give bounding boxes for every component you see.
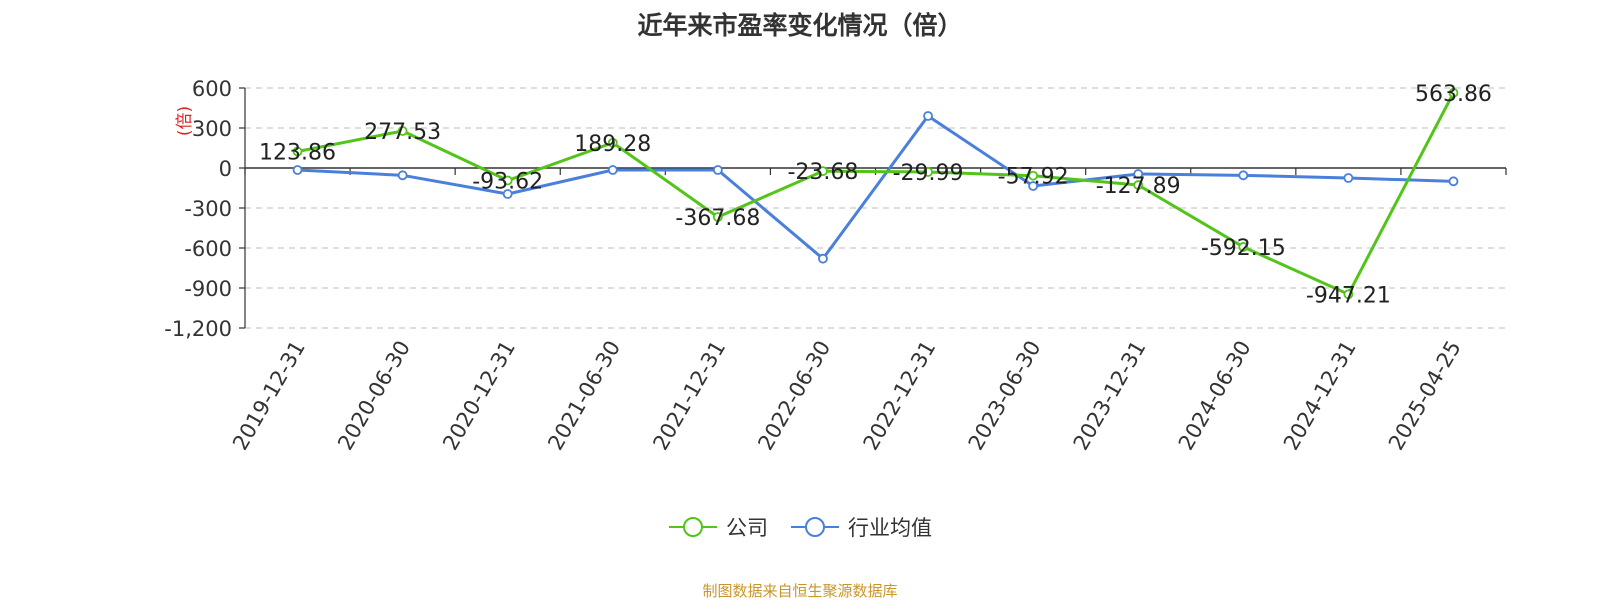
data-point[interactable] [1448,87,1459,98]
y-tick-label: 600 [192,77,232,101]
x-tick-label: 2021-06-30 [543,337,625,455]
data-point[interactable] [1133,180,1144,190]
legend: 公司 行业均值 [0,512,1600,542]
data-point[interactable] [818,253,828,264]
x-tick-label: 2021-12-31 [648,337,730,455]
y-tick-label: -900 [184,277,232,301]
data-point[interactable] [1028,170,1039,181]
legend-label-company: 公司 [726,516,768,540]
legend-company-icon [669,517,717,537]
data-point[interactable] [1343,173,1354,183]
x-tick-label: 2019-12-31 [228,337,310,455]
data-point[interactable] [1238,242,1249,252]
data-label: 277.53 [364,120,441,145]
x-tick-label: 2024-12-31 [1279,337,1361,455]
y-axis-label: (倍) [175,106,195,136]
data-point[interactable] [292,146,303,157]
data-point[interactable] [502,189,513,199]
data-label: -127.89 [1096,174,1181,199]
data-point[interactable] [1133,169,1144,179]
data-point[interactable] [712,165,723,175]
data-label: -367.68 [675,206,760,231]
data-label: -57.92 [998,165,1069,190]
legend-label-industry-avg: 行业均值 [848,516,932,540]
y-tick-label: -1,200 [164,317,232,341]
y-tick-label: 0 [219,157,232,181]
data-point[interactable] [1028,181,1039,191]
data-source-note: 制图数据来自恒生聚源数据库 [702,582,898,600]
data-point[interactable] [712,212,723,222]
series-lines [292,87,1459,300]
data-label: 189.28 [574,132,651,157]
y-tick-label: -300 [184,197,232,221]
data-label: 123.86 [259,140,336,165]
y-tick-label: -600 [184,237,232,261]
chart-title: 近年来市盈率变化情况（倍） [637,11,963,40]
data-label: -29.99 [893,161,964,186]
data-point[interactable] [292,165,303,175]
grid-lines [245,87,1506,329]
x-tick-label: 2024-06-30 [1174,337,1256,455]
series-line [297,92,1455,296]
data-point[interactable] [607,165,618,175]
data-point[interactable] [397,170,408,181]
data-point[interactable] [818,166,828,177]
x-tick-label: 2022-12-31 [859,337,941,455]
x-tick-label: 2025-04-25 [1384,337,1466,455]
x-tick-label: 2022-06-30 [753,337,835,455]
legend-item-industry-avg[interactable]: 行业均值 [790,512,932,542]
series-line [297,114,1454,261]
x-tick-label: 2020-06-30 [333,337,415,455]
x-tick-label: 2023-06-30 [964,337,1046,455]
data-labels: 123.86 277.53 -93.62 189.28 -367.68 -23.68 -29… [259,82,1492,308]
data-point[interactable] [1343,289,1354,300]
legend-industry-avg-icon [791,517,839,537]
data-point[interactable] [502,175,513,186]
data-point[interactable] [923,167,933,177]
data-point[interactable] [1238,170,1249,181]
data-point[interactable] [607,137,618,148]
y-tick-label: 300 [192,117,232,141]
data-label: -592.15 [1201,236,1286,261]
data-point[interactable] [397,126,408,136]
data-point[interactable] [1448,176,1459,187]
data-label: 563.86 [1415,82,1492,107]
data-label: -947.21 [1306,283,1391,308]
data-point[interactable] [923,111,933,121]
data-label: -23.68 [787,160,858,185]
x-tick-label: 2023-12-31 [1069,337,1151,455]
x-tick-label: 2020-12-31 [438,337,520,455]
data-label: -93.62 [472,169,543,194]
legend-item-company[interactable]: 公司 [668,512,768,542]
